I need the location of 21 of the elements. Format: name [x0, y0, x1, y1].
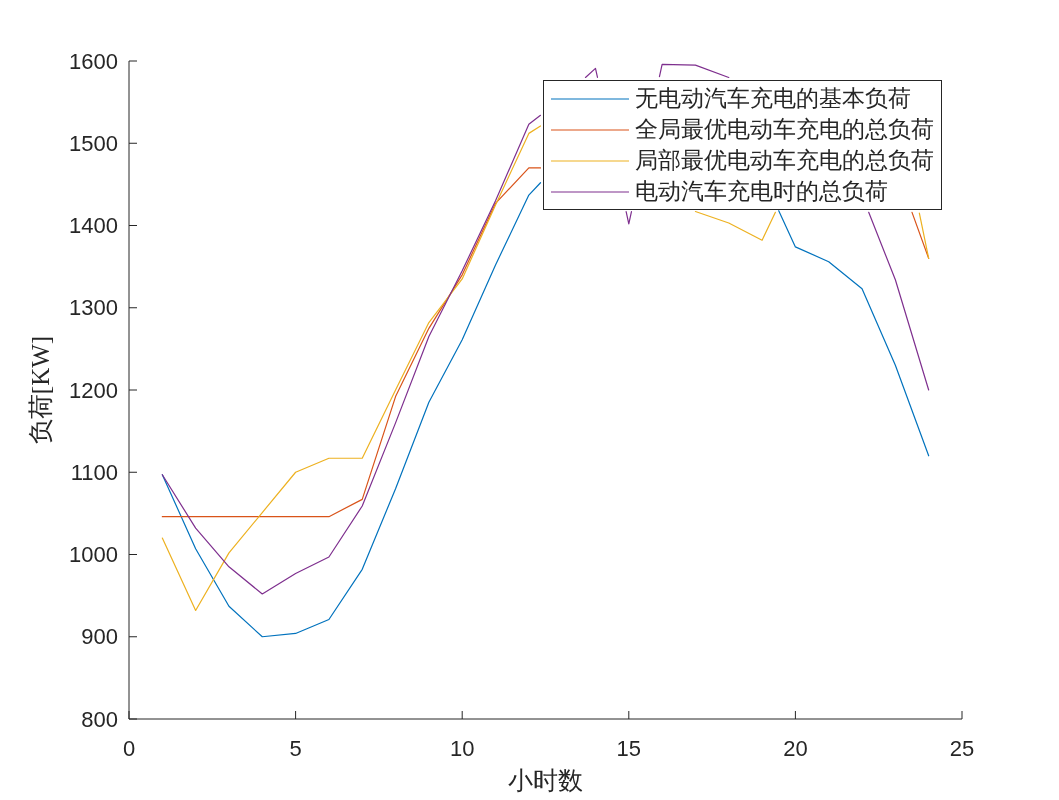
y-axis-title: 负荷[KW] [26, 335, 54, 445]
y-tick-label: 900 [81, 624, 118, 650]
y-tick-label: 1500 [69, 130, 118, 156]
x-tick-label: 5 [289, 735, 302, 761]
x-tick-label: 25 [949, 735, 975, 761]
legend-label: 电动汽车充电时的总负荷 [635, 178, 888, 206]
x-axis-title: 小时数 [508, 766, 583, 794]
legend-label: 局部最优电动车充电的总负荷 [635, 147, 934, 175]
x-tick-label: 0 [122, 735, 136, 761]
x-tick-label: 10 [449, 735, 475, 761]
y-tick-label: 1600 [69, 48, 118, 74]
x-tick-label: 15 [616, 735, 642, 761]
legend-label: 无电动汽车充电的基本负荷 [635, 85, 911, 113]
y-tick-label: 1300 [69, 295, 118, 321]
x-tick-label: 20 [783, 735, 808, 761]
y-tick-label: 1000 [69, 542, 118, 567]
y-tick-label: 1200 [69, 377, 118, 403]
y-tick-label: 1100 [70, 459, 118, 485]
y-tick-label: 1400 [69, 213, 118, 238]
legend-label: 全局最优电动车充电的总负荷 [635, 116, 934, 144]
y-tick-label: 800 [81, 706, 118, 732]
